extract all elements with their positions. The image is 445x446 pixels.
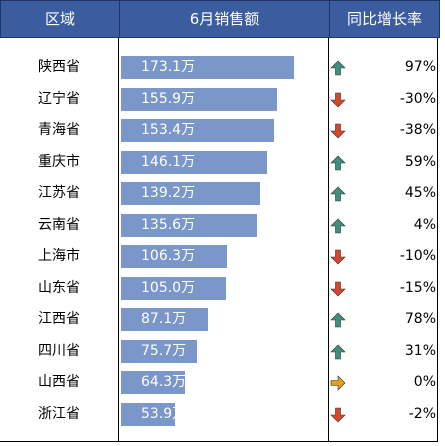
sales-value-label: 146.1万 xyxy=(141,153,196,170)
region-label: 云南省 xyxy=(38,216,80,233)
arrow-up-icon xyxy=(330,344,346,359)
table-row: 青海省 153.4万 -38% xyxy=(0,115,440,147)
table-row: 江西省 87.1万 78% xyxy=(0,304,440,336)
sales-bar xyxy=(121,87,277,111)
table-row: 辽宁省 155.9万 -30% xyxy=(0,84,440,116)
yoy-percent: 78% xyxy=(404,311,436,327)
region-label: 山西省 xyxy=(38,374,80,390)
region-label: 上海市 xyxy=(38,248,80,264)
sales-bar xyxy=(121,213,257,237)
sales-bar xyxy=(121,402,175,426)
table-row: 云南省 135.6万 4% xyxy=(0,210,440,242)
table-row: 山西省 64.3万 0% xyxy=(0,367,440,399)
arrow-down-icon xyxy=(330,407,346,422)
region-label: 山东省 xyxy=(38,279,80,296)
region-label: 四川省 xyxy=(38,342,80,359)
arrow-right-icon xyxy=(330,375,346,391)
yoy-percent: 59% xyxy=(404,153,436,170)
arrow-up-icon xyxy=(330,155,346,170)
header-separator xyxy=(329,1,330,37)
region-label: 陕西省 xyxy=(38,59,80,75)
region-label: 青海省 xyxy=(38,122,80,138)
column-divider xyxy=(328,38,329,442)
sales-bar xyxy=(121,56,295,79)
arrow-down-icon xyxy=(330,92,346,107)
yoy-percent: -15% xyxy=(399,279,436,296)
sales-value-label: 173.1万 xyxy=(141,59,196,75)
sales-bar xyxy=(121,245,228,268)
yoy-percent: 0% xyxy=(413,374,436,390)
yoy-percent: -30% xyxy=(399,90,436,107)
region-label: 浙江省 xyxy=(38,405,80,422)
sales-value-label: 155.9万 xyxy=(141,90,196,107)
arrow-up-icon xyxy=(330,312,346,328)
sales-value-label: 135.6万 xyxy=(141,216,196,233)
sales-bar xyxy=(121,119,275,142)
header-region: 区域 xyxy=(44,10,75,28)
sales-bar xyxy=(121,150,268,174)
region-label: 江西省 xyxy=(38,311,80,327)
yoy-percent: 45% xyxy=(404,185,436,201)
sales-value-label: 87.1万 xyxy=(141,311,187,327)
table-header: 区域 6月销售额 同比增长率 xyxy=(0,0,440,38)
yoy-percent: -38% xyxy=(399,122,436,138)
header-yoy: 同比增长率 xyxy=(346,10,422,28)
yoy-percent: 4% xyxy=(413,216,436,233)
column-divider xyxy=(437,38,438,442)
table-row: 陕西省 173.1万 97% xyxy=(0,52,440,84)
sales-value-label: 153.4万 xyxy=(141,122,196,138)
table-row: 上海市 106.3万 -10% xyxy=(0,241,440,273)
region-label: 辽宁省 xyxy=(38,90,80,107)
table-row: 浙江省 53.9万 -2% xyxy=(0,399,440,431)
sales-value-label: 139.2万 xyxy=(141,185,196,201)
table-bottom-border xyxy=(0,441,438,442)
header-separator xyxy=(119,1,120,37)
sales-value-label: 105.0万 xyxy=(141,279,196,296)
header-sales: 6月销售额 xyxy=(189,10,260,28)
arrow-up-icon xyxy=(330,186,346,202)
yoy-percent: -2% xyxy=(408,405,436,422)
sales-bar xyxy=(121,276,226,300)
yoy-percent: 97% xyxy=(404,59,436,75)
arrow-up-icon xyxy=(330,60,346,76)
sales-value-label: 75.7万 xyxy=(141,342,187,359)
arrow-down-icon xyxy=(330,281,346,296)
yoy-percent: 31% xyxy=(404,342,436,359)
table-row: 江苏省 139.2万 45% xyxy=(0,178,440,210)
sales-value-label: 64.3万 xyxy=(141,374,187,390)
table-row: 四川省 75.7万 31% xyxy=(0,336,440,368)
arrow-up-icon xyxy=(330,218,346,233)
region-label: 重庆市 xyxy=(38,153,80,170)
sales-bar xyxy=(121,308,209,331)
arrow-down-icon xyxy=(330,249,346,265)
sales-value-label: 106.3万 xyxy=(141,248,196,264)
sales-bar xyxy=(121,371,186,394)
table-row: 重庆市 146.1万 59% xyxy=(0,147,440,179)
table-row: 山东省 105.0万 -15% xyxy=(0,273,440,305)
yoy-percent: -10% xyxy=(399,248,436,264)
sales-bar xyxy=(121,182,261,205)
column-divider xyxy=(118,38,119,442)
sales-bar xyxy=(121,339,197,363)
arrow-down-icon xyxy=(330,123,346,139)
region-label: 江苏省 xyxy=(38,185,80,201)
sales-value-label: 53.9万 xyxy=(141,405,187,422)
